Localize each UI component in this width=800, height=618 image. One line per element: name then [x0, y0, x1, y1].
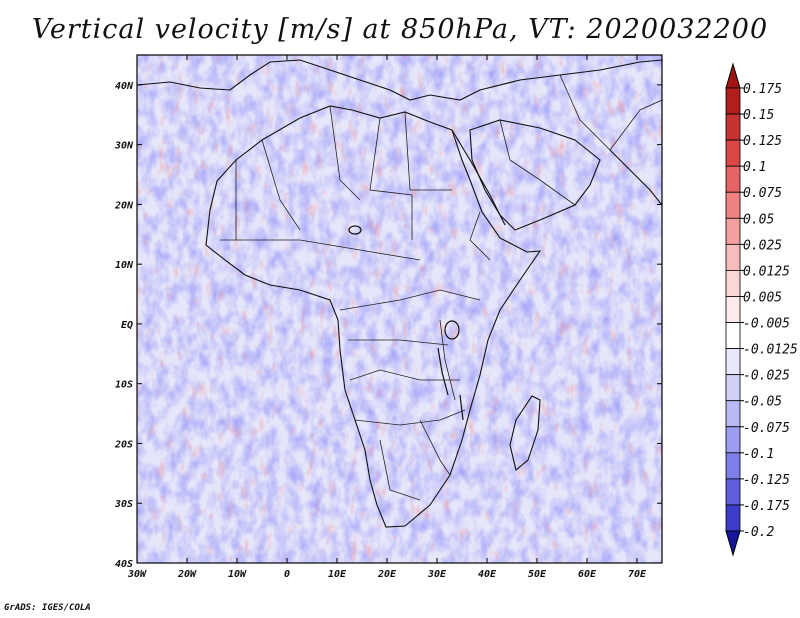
plot-area	[137, 55, 662, 563]
colorbar-swatch	[725, 478, 741, 506]
border-line	[349, 369, 460, 381]
lon-tick-label: 40E	[478, 569, 497, 580]
lat-tick-label: 30S	[114, 499, 133, 510]
lat-tick-label: 20N	[114, 200, 134, 211]
colorbar-bottom-triangle	[725, 530, 741, 557]
lon-tick-label: 10E	[328, 569, 347, 580]
border-line	[329, 105, 361, 201]
colorbar-label: -0.005	[743, 317, 790, 332]
border-line	[339, 289, 481, 311]
colorbar-label: -0.075	[743, 421, 790, 436]
border-line	[404, 111, 452, 191]
lat-tick-label: 40S	[115, 559, 133, 570]
lake-malawi	[459, 394, 464, 421]
lon-tick-label: 20E	[377, 569, 397, 580]
chart-title: Vertical velocity [m/s] at 850hPa, VT: 2…	[31, 14, 769, 45]
colorbar-label: 0.175	[743, 82, 782, 97]
colorbar-label: 0.075	[743, 186, 782, 201]
country-borders	[220, 74, 662, 501]
lon-tick-label: 10W	[228, 569, 247, 580]
colorbar-swatch	[725, 348, 741, 376]
colorbar-swatch	[725, 322, 741, 349]
border-line	[469, 211, 491, 261]
border-line	[369, 117, 413, 240]
india-coastline	[609, 149, 662, 206]
border-line	[354, 409, 466, 426]
colorbar-label: 0.005	[743, 290, 782, 305]
colorbar: 0.175 0.15 0.125 0.1 0.075 0.05 0.025 0.0125 0.0…	[725, 62, 798, 557]
colorbar-label: 0.15	[743, 108, 774, 123]
lat-tick-label: 30N	[114, 141, 134, 152]
lat-tick-label: 10S	[115, 380, 133, 391]
lon-tick-label: 0	[284, 569, 290, 580]
colorbar-label: -0.1	[743, 447, 774, 462]
colorbar-swatch	[725, 426, 741, 454]
grads-credit: GrADS: IGES/COLA	[4, 603, 91, 613]
colorbar-top-triangle	[725, 62, 741, 89]
colorbar-label: 0.05	[743, 212, 774, 227]
border-line	[261, 139, 301, 231]
lon-tick-label: 50E	[528, 569, 547, 580]
lakes	[348, 225, 464, 421]
colorbar-swatch	[725, 87, 741, 115]
colorbar-swatch	[725, 504, 741, 532]
red-sea-coastline	[451, 129, 506, 226]
axis-ticks: 30W 20W 10W 0 10E 20E 30E 40E 50E 60E 70E 40N 30N 20N…	[114, 55, 662, 580]
lat-tick-label: 10N	[115, 260, 134, 271]
lake-victoria	[444, 320, 460, 340]
colorbar-label: -0.0125	[743, 343, 798, 358]
colorbar-label: -0.05	[743, 395, 782, 410]
lat-tick-label: 40N	[115, 81, 134, 92]
colorbar-swatch	[725, 400, 741, 428]
colorbar-label: 0.125	[743, 134, 782, 149]
colorbar-swatch	[725, 243, 741, 271]
border-line	[220, 239, 421, 261]
colorbar-swatch	[725, 217, 741, 245]
border-line	[499, 119, 576, 206]
border-line	[559, 74, 662, 151]
lon-tick-label: 30W	[127, 569, 147, 580]
lon-tick-label: 20W	[177, 569, 197, 580]
lon-tick-label: 70E	[628, 569, 647, 580]
lon-tick-label: 30E	[427, 569, 447, 580]
colorbar-swatch	[725, 191, 741, 219]
border-line	[348, 339, 449, 346]
colorbar-swatch	[725, 270, 741, 297]
colorbar-swatch	[725, 452, 741, 480]
colorbar-label: -0.025	[743, 369, 790, 384]
colorbar-swatch	[725, 139, 741, 167]
colorbar-label: -0.2	[743, 525, 774, 540]
border-line	[379, 439, 421, 501]
madagascar-coastline	[509, 395, 541, 471]
updraft-field	[137, 55, 662, 563]
lon-tick-label: 60E	[578, 569, 597, 580]
colorbar-label: 0.025	[743, 238, 782, 253]
colorbar-swatch	[725, 296, 741, 323]
plot-frame	[136, 54, 663, 564]
border-line	[439, 319, 456, 401]
colorbar-swatch	[725, 113, 741, 141]
colorbar-label: -0.125	[743, 473, 790, 488]
lake-chad	[348, 225, 362, 235]
lat-tick-label: EQ	[121, 320, 133, 331]
border-line	[419, 419, 451, 476]
colorbar-swatch	[725, 165, 741, 193]
colorbar-label: -0.175	[743, 499, 790, 514]
lat-tick-label: 20S	[114, 439, 133, 450]
africa-coastline	[205, 105, 542, 528]
colorbar-label: 0.1	[743, 160, 766, 175]
colorbar-label: 0.0125	[743, 264, 790, 279]
colorbar-swatch	[725, 374, 741, 402]
lake-tanganyika	[437, 347, 449, 396]
